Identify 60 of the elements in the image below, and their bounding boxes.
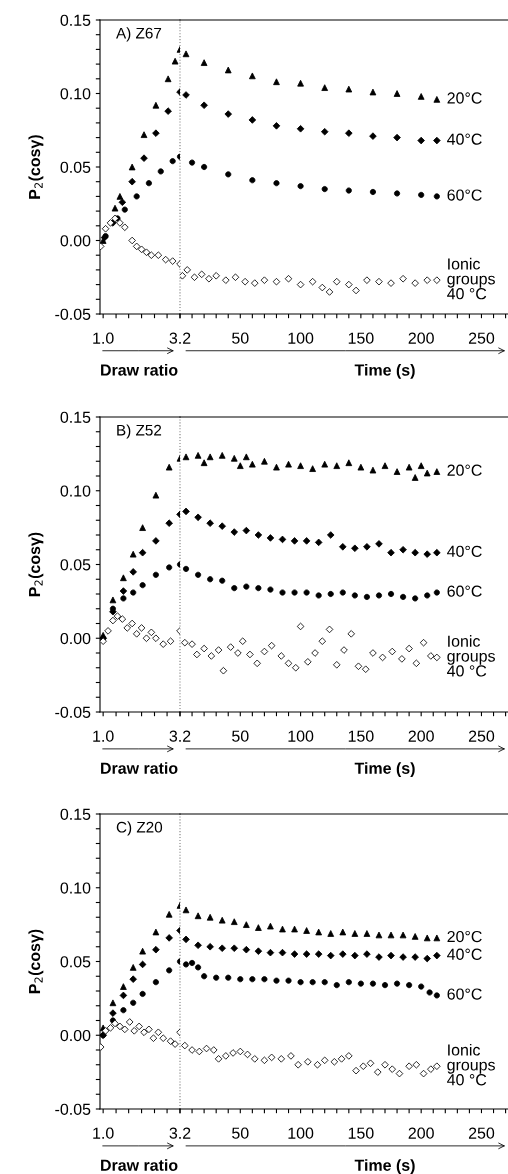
y-axis-title: P$_{2}$(cosγ)	[28, 532, 44, 597]
series-label: 20°C	[447, 930, 482, 943]
x-tick-label: 1.0	[93, 730, 114, 742]
x-tick-label: 1.0	[93, 1127, 114, 1139]
x-tick-label: 50	[232, 332, 249, 344]
x-axis-title: Time (s)	[354, 363, 415, 379]
x-tick-label: 200	[408, 1127, 434, 1139]
y-tick-label: -0.05	[55, 706, 91, 718]
y-axis-title: P$_{2}$(cosγ)	[28, 135, 44, 199]
x-tick-label: 250	[468, 730, 495, 742]
y-tick-label: 0.00	[60, 632, 91, 645]
x-tick-label: 250	[468, 332, 495, 344]
x-tick-label: 50	[232, 730, 249, 742]
y-tick-label: 0.15	[60, 14, 91, 26]
x-tick-label: 250	[468, 1127, 495, 1139]
y-tick-label: 0.05	[60, 161, 91, 173]
y-tick-label: 0.05	[60, 956, 91, 968]
y-tick-label: 0.15	[60, 411, 91, 423]
x-tick-label: 200	[408, 332, 434, 344]
x-tick-label: 150	[348, 332, 374, 344]
chart-title: B) Z52	[117, 424, 162, 439]
y-tick-label: -0.05	[55, 308, 91, 320]
chart-title: C) Z20	[116, 821, 163, 836]
y-tick-label: -0.05	[55, 1103, 91, 1115]
x-axis-title: Draw ratio	[101, 363, 178, 376]
series-label: Ionic groups 40 °C	[447, 257, 495, 300]
x-tick-label: 50	[232, 1127, 249, 1139]
series-label: 20°C	[447, 464, 482, 476]
x-tick-label: 3.2	[169, 1127, 191, 1139]
series-label: 60°C	[447, 988, 482, 1000]
x-tick-label: 100	[288, 730, 314, 742]
series-label: 60°C	[447, 189, 482, 201]
x-tick-label: 1.0	[93, 332, 114, 344]
x-tick-label: 150	[348, 1127, 374, 1139]
series-label: 40°C	[447, 545, 482, 557]
x-axis-title: Draw ratio	[101, 762, 178, 774]
series-label: 40°C	[447, 948, 482, 960]
x-tick-label: 200	[408, 730, 434, 742]
x-tick-label: 3.2	[169, 730, 191, 742]
x-axis-title: Draw ratio	[101, 1159, 178, 1171]
x-axis-title: Time (s)	[354, 1159, 415, 1174]
y-tick-label: 0.10	[60, 882, 91, 894]
y-tick-label: 0.00	[60, 1029, 91, 1042]
y-tick-label: 0.00	[60, 235, 91, 247]
series-label: Ionic groups 40 °C	[447, 635, 495, 677]
x-tick-label: 100	[288, 332, 314, 344]
x-tick-label: 150	[348, 730, 374, 742]
series-label: 40°C	[447, 133, 482, 145]
x-tick-label: 3.2	[169, 332, 191, 344]
y-tick-label: 0.10	[60, 88, 91, 100]
y-axis-title: P$_{2}$(cosγ)	[28, 929, 44, 994]
series-label: Ionic groups 40 °C	[447, 1043, 495, 1086]
x-tick-label: 100	[288, 1127, 314, 1139]
y-tick-label: 0.05	[60, 559, 91, 571]
series-label: 60°C	[447, 585, 482, 597]
chart-title: A) Z67	[116, 27, 162, 42]
y-tick-label: 0.15	[60, 808, 91, 820]
x-axis-title: Time (s)	[354, 762, 415, 778]
y-tick-label: 0.10	[60, 485, 91, 497]
series-label: 20°C	[447, 92, 482, 104]
